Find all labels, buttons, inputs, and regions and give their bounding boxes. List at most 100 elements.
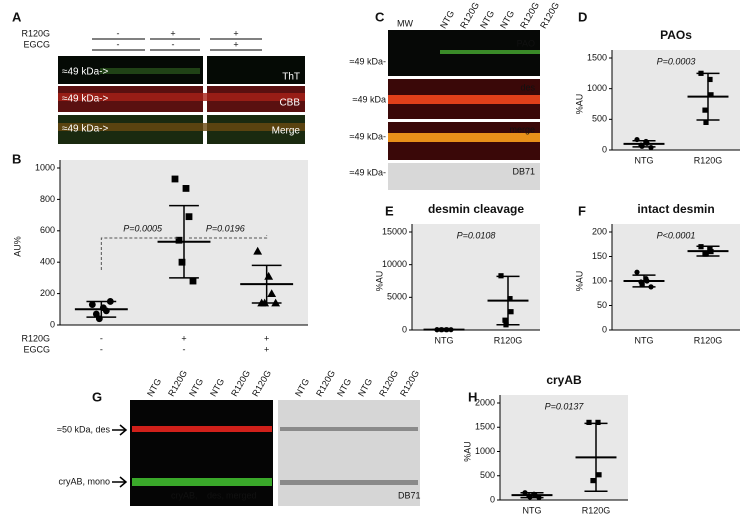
data-point — [182, 185, 190, 192]
annotation: P=0.0003 — [657, 56, 696, 66]
x-tick-label: R120G — [694, 155, 723, 165]
x-tick-label: - — [100, 344, 103, 354]
data-point — [702, 107, 708, 113]
x-tick-label: + — [264, 333, 269, 343]
row-label: EGCG — [23, 344, 50, 354]
lane-label: NTG — [335, 377, 353, 398]
size-label: ≈49 kDa-> — [62, 67, 109, 78]
lane-label: NTG — [145, 377, 163, 398]
legend-label: cryAB, — [171, 490, 198, 500]
size-label: ≈50 kDa, des — [57, 424, 110, 434]
band — [440, 50, 540, 54]
annotation: P=0.0137 — [545, 401, 585, 411]
band — [280, 480, 418, 485]
annotation: P=0.0005 — [123, 223, 163, 233]
y-axis-label: %AU — [574, 94, 584, 115]
data-point — [253, 246, 263, 255]
annotation: P=0.0196 — [206, 223, 245, 233]
data-point — [703, 251, 709, 257]
band — [388, 95, 540, 104]
y-tick-label: 1000 — [475, 446, 495, 456]
x-tick-label: R120G — [582, 505, 611, 515]
band — [58, 123, 305, 131]
y-tick-label: 800 — [40, 194, 55, 204]
sign: + — [233, 28, 238, 38]
y-tick-label: 0 — [490, 494, 495, 504]
panel-label: E — [385, 203, 394, 218]
lane-label: NTG — [356, 377, 374, 398]
y-tick-label: 200 — [40, 288, 55, 298]
y-tick-label: 0 — [602, 144, 607, 154]
sign: + — [170, 28, 175, 38]
channel-label: ThT — [282, 72, 300, 83]
arrow — [112, 424, 128, 488]
lane-label: R120G — [314, 368, 337, 398]
panel-label: B — [12, 151, 21, 166]
x-tick-label: - — [100, 333, 103, 343]
legend-label: des, — [207, 490, 224, 500]
x-tick-label: R120G — [494, 335, 523, 345]
size-label: cryAB, mono — [58, 476, 110, 486]
lane-label: NTG — [208, 377, 226, 398]
panel-label: G — [92, 389, 102, 404]
channel-label: Merge — [272, 126, 301, 137]
y-axis-label: AU% — [12, 236, 22, 257]
plot-area — [612, 224, 740, 330]
size-label: ≈49 kDa- — [350, 167, 386, 177]
y-tick-label: 1000 — [587, 83, 607, 93]
lane-label: R120G — [166, 368, 189, 398]
size-label: ≈49 kDa — [353, 94, 386, 104]
data-point — [178, 258, 186, 266]
y-tick-label: 400 — [40, 257, 55, 267]
y-tick-label: 10000 — [382, 259, 407, 269]
annotation: P<0.0001 — [657, 230, 696, 240]
lane-label: R120G — [538, 0, 561, 30]
lane-label: R120G — [250, 368, 273, 398]
band — [132, 478, 272, 486]
data-point — [185, 213, 193, 221]
y-tick-label: 1000 — [35, 162, 55, 172]
x-tick-label: + — [264, 344, 269, 354]
plot-area — [500, 395, 628, 500]
y-tick-label: 500 — [592, 114, 607, 124]
data-point — [267, 289, 277, 297]
data-point — [502, 317, 508, 323]
y-tick-label: 1500 — [475, 422, 495, 432]
band — [58, 93, 305, 101]
data-point — [708, 92, 714, 98]
x-tick-label: R120G — [694, 335, 723, 345]
channel-label: PAO — [517, 38, 535, 48]
y-axis-label: %AU — [374, 271, 384, 292]
data-point — [590, 478, 596, 484]
y-tick-label: 15000 — [382, 226, 407, 236]
chart-title: intact desmin — [637, 202, 714, 216]
lane-label: R120G — [398, 368, 421, 398]
sign: - — [117, 39, 120, 49]
y-tick-label: 5000 — [387, 292, 407, 302]
band — [100, 68, 200, 74]
legend-label: merged — [226, 490, 257, 500]
band — [132, 426, 272, 432]
size-label: ≈49 kDa-> — [62, 124, 109, 135]
panel-label: A — [12, 9, 22, 24]
blot-strip — [207, 56, 305, 84]
data-point — [189, 277, 197, 285]
plot-area — [612, 50, 740, 150]
chart-title: PAOs — [660, 28, 692, 42]
lane-label: NTG — [187, 377, 205, 398]
lane-label: NTG — [293, 377, 311, 398]
x-tick-label: - — [183, 344, 186, 354]
lane-label: NTG — [438, 9, 456, 30]
data-point — [595, 419, 601, 425]
y-tick-label: 150 — [592, 251, 607, 261]
channel-label: des — [520, 82, 535, 92]
y-axis-label: %AU — [462, 441, 472, 462]
y-tick-label: 600 — [40, 225, 55, 235]
blot-strip — [388, 163, 540, 190]
size-label: ≈49 kDa- — [350, 131, 386, 141]
y-tick-label: 2000 — [475, 397, 495, 407]
y-tick-label: 1500 — [587, 52, 607, 62]
channel-label: merge — [509, 124, 535, 134]
